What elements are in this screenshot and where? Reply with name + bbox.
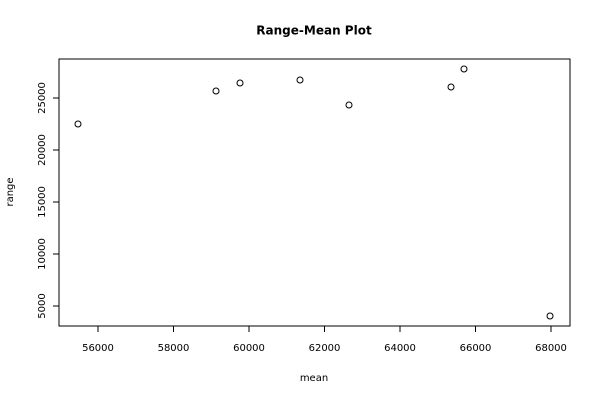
y-tick-label: 20000 [37, 134, 48, 166]
point [74, 120, 82, 128]
point [447, 83, 455, 91]
x-tick-label: 64000 [384, 343, 416, 354]
x-tick-label: 62000 [309, 343, 341, 354]
x-tick-label: 66000 [460, 343, 492, 354]
point [460, 65, 468, 73]
point [212, 87, 220, 95]
x-tick-label: 58000 [158, 343, 190, 354]
x-tick-label: 56000 [82, 343, 114, 354]
y-tick-label: 5000 [37, 293, 48, 318]
point [345, 101, 353, 109]
x-tick-label: 68000 [535, 343, 567, 354]
y-tick-label: 25000 [37, 82, 48, 114]
y-tick-label: 10000 [37, 238, 48, 270]
y-tick-label: 15000 [37, 186, 48, 218]
x-tick-label: 60000 [233, 343, 265, 354]
point [296, 76, 304, 84]
x-axis-label: mean [300, 373, 328, 384]
point [546, 312, 554, 320]
chart-title: Range-Mean Plot [256, 24, 372, 38]
y-axis-label: range [5, 177, 16, 206]
plot-box [58, 58, 571, 327]
point [236, 79, 244, 87]
